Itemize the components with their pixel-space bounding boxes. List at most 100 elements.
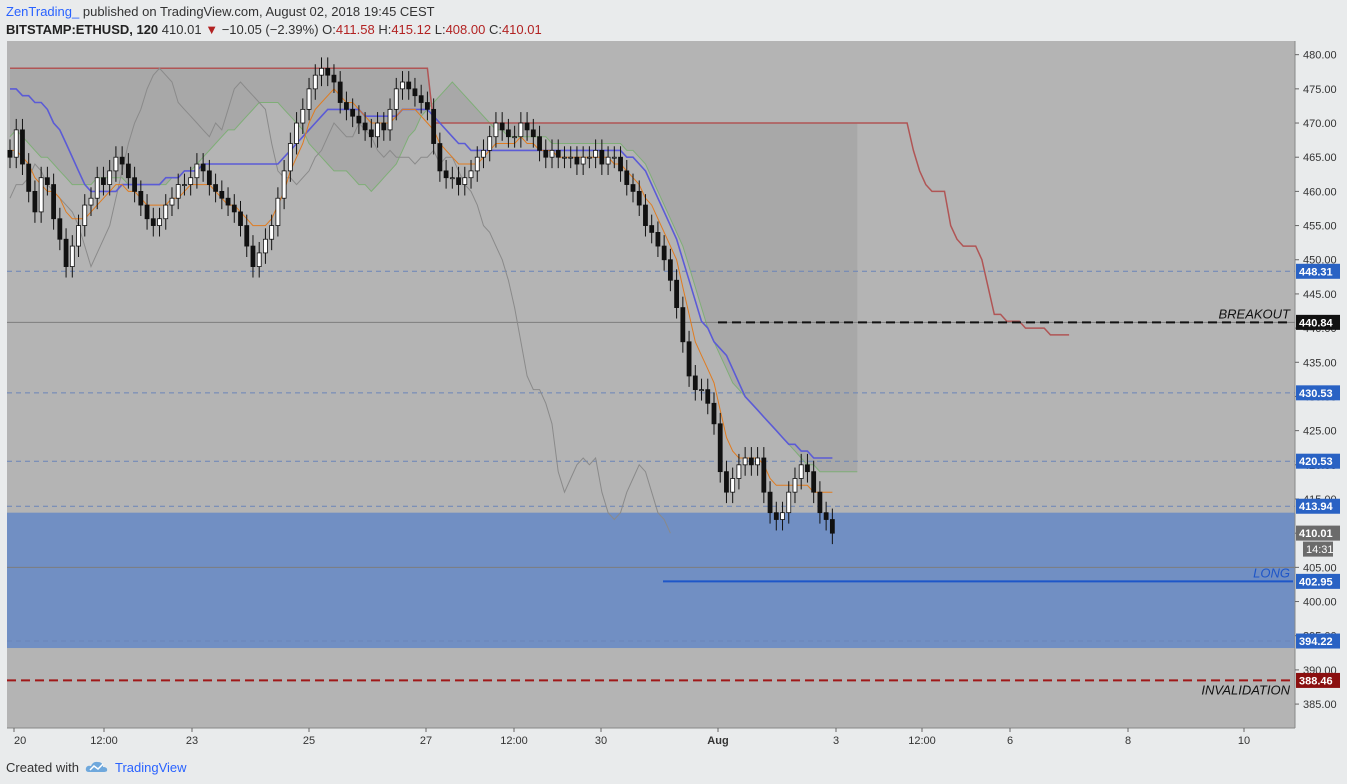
- tradingview-link[interactable]: TradingView: [85, 760, 187, 775]
- candle-body: [481, 149, 486, 158]
- candle-body: [238, 211, 243, 226]
- symbol-label[interactable]: BITSTAMP:ETHUSD, 120: [6, 22, 159, 37]
- candle-body: [319, 67, 324, 76]
- candle-body: [182, 184, 187, 186]
- price-change: −10.05 (−2.39%): [221, 22, 319, 37]
- candle-body: [20, 129, 25, 165]
- price-label-tag: [1296, 633, 1340, 649]
- price-tick-label: 385.00: [1303, 699, 1337, 711]
- candle-body: [406, 81, 412, 90]
- candle-body: [101, 177, 106, 185]
- price-label-tag: [1296, 525, 1340, 541]
- senkou-span-b-line: [10, 67, 1070, 336]
- candle-body: [699, 389, 704, 392]
- candle-body: [574, 156, 580, 165]
- candle-body: [219, 190, 225, 199]
- candle-body: [686, 341, 692, 377]
- candle-body: [456, 177, 461, 185]
- candle-body: [724, 471, 729, 493]
- candle-body: [300, 108, 306, 124]
- low-label: L:: [434, 22, 446, 37]
- candle-body: [530, 129, 536, 138]
- candle-body: [468, 170, 474, 179]
- candle-body: [505, 129, 511, 138]
- chart-header: ZenTrading_ published on TradingView.com…: [6, 3, 1336, 39]
- candle-body: [63, 238, 69, 267]
- time-tick-label: 10: [1238, 735, 1250, 747]
- candle-body: [742, 457, 748, 466]
- candle-body: [705, 389, 711, 404]
- candle-body: [368, 129, 374, 138]
- legend-line: BITSTAMP:ETHUSD, 120 410.01 ▼ −10.05 (−2…: [6, 21, 1336, 39]
- price-tick-label: 445.00: [1303, 289, 1337, 301]
- candle-body: [499, 122, 505, 131]
- ichimoku-cloud: [10, 68, 858, 472]
- candle-body: [387, 108, 393, 131]
- candle-body: [287, 143, 293, 172]
- candle-body: [356, 115, 362, 124]
- price-label-text: 402.95: [1299, 576, 1333, 588]
- countdown-text: 14:31: [1306, 544, 1334, 556]
- time-tick-label: 6: [1007, 735, 1013, 747]
- candle-body: [661, 245, 667, 261]
- time-tick-label: Aug: [707, 735, 728, 747]
- candle-body: [13, 129, 19, 158]
- price-tick-label: 405.00: [1303, 562, 1337, 574]
- publish-line: ZenTrading_ published on TradingView.com…: [6, 3, 1336, 21]
- candle-body: [730, 478, 736, 493]
- price-label-text: 413.94: [1299, 501, 1334, 513]
- candle-body: [773, 512, 779, 520]
- candle-body: [524, 122, 530, 131]
- candle-body: [225, 197, 231, 206]
- price-axis: [1295, 41, 1347, 728]
- candle-body: [169, 197, 175, 206]
- candle-body: [711, 402, 717, 425]
- price-tick-label: 475.00: [1303, 84, 1337, 96]
- price-tick-label: 470.00: [1303, 118, 1337, 130]
- publish-info: published on TradingView.com, August 02,…: [82, 4, 435, 19]
- candle-body: [624, 170, 630, 185]
- candle-body: [188, 177, 194, 185]
- candle-body: [250, 245, 256, 267]
- candle-body: [474, 156, 480, 172]
- close-label: C:: [488, 22, 502, 37]
- close-value: 410.01: [501, 22, 542, 37]
- candle-body: [431, 108, 437, 144]
- candle-body: [493, 122, 499, 138]
- long-label: LONG: [1253, 565, 1290, 580]
- time-tick-label: 20: [14, 735, 26, 747]
- candle-body: [512, 136, 518, 139]
- candles-group: [7, 57, 835, 545]
- candle-body: [518, 122, 524, 138]
- candle-body: [829, 519, 835, 534]
- author-link[interactable]: ZenTrading_: [6, 4, 80, 19]
- price-tick-label: 400.00: [1303, 597, 1337, 609]
- candle-body: [231, 204, 237, 213]
- candle-body: [580, 156, 586, 165]
- candle-body: [537, 136, 542, 151]
- candle-body: [599, 149, 605, 165]
- candle-body: [680, 307, 686, 343]
- candle-body: [568, 156, 574, 159]
- candle-body: [281, 170, 287, 199]
- time-tick-label: 8: [1125, 735, 1131, 747]
- chikou-span-line: [9, 67, 671, 534]
- candle-body: [157, 218, 162, 226]
- candle-body: [57, 218, 63, 240]
- low-value: 408.00: [445, 22, 486, 37]
- price-label-text: 410.01: [1299, 528, 1333, 540]
- candle-body: [275, 197, 281, 226]
- candle-body: [306, 88, 312, 110]
- candle-body: [206, 170, 212, 185]
- footer: Created with TradingView: [6, 756, 187, 778]
- candle-body: [593, 149, 599, 158]
- candle-body: [138, 190, 144, 206]
- candle-body: [786, 491, 792, 514]
- candle-body: [113, 156, 119, 172]
- candle-body: [543, 149, 549, 158]
- price-label-tag: [1296, 672, 1340, 688]
- high-label: H:: [378, 22, 392, 37]
- candle-body: [636, 190, 642, 206]
- price-tick-label: 425.00: [1303, 426, 1337, 438]
